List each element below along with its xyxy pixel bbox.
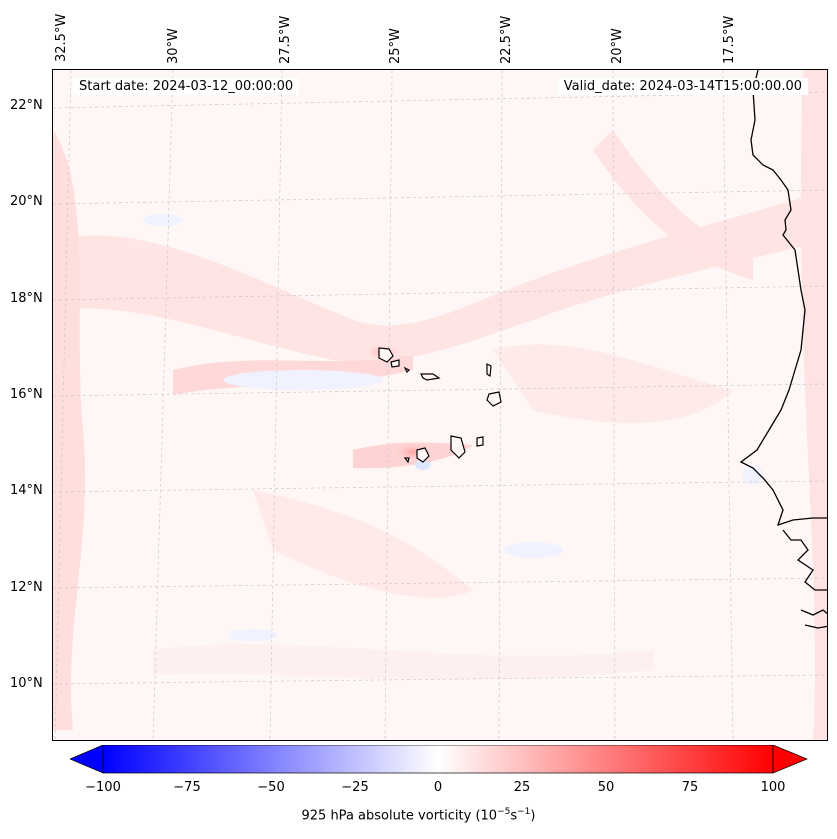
lat-label-20n: 20°N [10, 194, 43, 209]
island-santa-luzia [403, 366, 411, 374]
island-sao-nicolau [420, 373, 441, 381]
colorbar-tick: −25 [341, 780, 369, 795]
island-sal [486, 363, 492, 378]
lon-label-30w: 30°W [166, 28, 181, 64]
colorbar-tick: 50 [597, 780, 615, 795]
island-fogo [416, 447, 430, 463]
valid-date-label: Valid_date: 2024-03-14T15:00:00.00 [557, 78, 808, 95]
lon-label-22-5w: 22.5°W [499, 15, 514, 64]
island-maio [476, 436, 484, 447]
vorticity-shading [53, 70, 827, 740]
lat-label-18n: 18°N [10, 291, 43, 306]
negative-vorticity-patches [143, 214, 763, 641]
colorbar-gradient [102, 745, 774, 774]
vorticity-minimum [415, 460, 431, 470]
lat-label-22n: 22°N [10, 98, 43, 113]
colorbar-tick: −100 [85, 780, 121, 795]
lat-label-12n: 12°N [10, 580, 43, 595]
coastline [739, 70, 827, 629]
lon-label-20w: 20°W [610, 28, 625, 64]
lon-label-17-5w: 17.5°W [722, 15, 737, 64]
colorbar-tick: 0 [433, 780, 443, 795]
colorbar-min-arrow [70, 745, 104, 774]
colorbar-tick: −75 [173, 780, 201, 795]
lon-label-32-5w: 32.5°W [54, 13, 69, 62]
colorbar-max-arrow [772, 745, 808, 774]
vorticity-map [53, 70, 827, 740]
vorticity-maximum-south [391, 442, 435, 462]
colorbar-tick: 75 [681, 780, 699, 795]
lat-label-16n: 16°N [10, 387, 43, 402]
gridlines [53, 70, 827, 740]
colorbar-label: 925 hPa absolute vorticity (10−5s−1) [301, 807, 536, 824]
island-santiago [450, 435, 466, 459]
islands [378, 347, 502, 464]
map-panel[interactable] [52, 69, 828, 741]
lon-label-27-5w: 27.5°W [278, 15, 293, 64]
colorbar [70, 745, 808, 774]
colorbar-tick: 100 [760, 780, 786, 795]
lon-label-25w: 25°W [388, 28, 403, 64]
start-date-label: Start date: 2024-03-12_00:00:00 [73, 78, 300, 95]
island-brava [403, 457, 410, 464]
island-boa-vista [486, 391, 502, 407]
colorbar-tick: 25 [513, 780, 531, 795]
island-sao-vicente [390, 359, 400, 368]
lat-label-10n: 10°N [10, 676, 43, 691]
colorbar-tick: −50 [257, 780, 285, 795]
island-santo-antao [378, 347, 394, 363]
lat-label-14n: 14°N [10, 483, 43, 498]
